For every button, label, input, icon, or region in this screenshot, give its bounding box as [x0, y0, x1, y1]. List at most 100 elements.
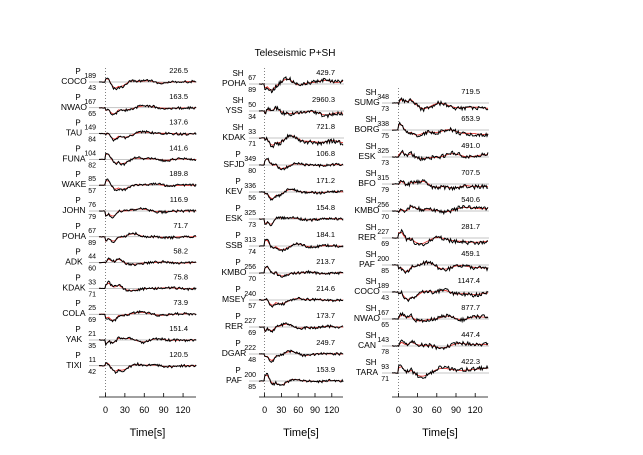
- distance-label: 69: [88, 317, 96, 324]
- azimuth-label: 167: [377, 310, 389, 317]
- time-tick-label: 0: [396, 405, 401, 415]
- observed-waveform: [98, 178, 197, 192]
- azimuth-label: 44: [88, 254, 96, 261]
- observed-waveform: [391, 287, 489, 303]
- phase-label: P: [75, 170, 80, 179]
- phase-label: SH: [365, 304, 376, 313]
- chart-title: Teleseismic P+SH: [255, 48, 336, 59]
- azimuth-label: 227: [244, 318, 256, 325]
- phase-label: P: [75, 248, 80, 257]
- observed-waveform: [259, 296, 344, 308]
- observed-waveform: [259, 133, 344, 149]
- azimuth-label: 149: [84, 125, 96, 132]
- amplitude-label: 75.8: [173, 272, 188, 281]
- azimuth-label: 76: [88, 202, 96, 209]
- azimuth-label: 11: [89, 357, 96, 364]
- station-label: KDAK: [222, 132, 245, 142]
- phase-label: SH: [365, 277, 376, 286]
- azimuth-label: 25: [88, 305, 96, 312]
- azimuth-label: 21: [88, 331, 96, 338]
- observed-waveform: [391, 311, 489, 324]
- phase-label: SH: [232, 69, 243, 78]
- amplitude-label: 877.7: [461, 303, 480, 312]
- azimuth-label: 313: [244, 237, 256, 244]
- station-label: WAKE: [62, 179, 87, 189]
- phase-label: SH: [365, 331, 376, 340]
- station-label: RER: [358, 232, 376, 242]
- synthetic-waveform: [99, 105, 197, 115]
- time-tick-label: 120: [468, 405, 483, 415]
- amplitude-label: 120.5: [169, 350, 188, 359]
- station-label: PAF: [226, 375, 242, 385]
- observed-waveform: [258, 157, 344, 171]
- distance-label: 48: [248, 357, 256, 364]
- phase-label: P: [235, 231, 240, 240]
- observed-waveform: [391, 228, 489, 247]
- station-label: NWAO: [354, 313, 381, 323]
- azimuth-label: 143: [377, 337, 389, 344]
- azimuth-label: 349: [244, 156, 256, 163]
- station-label: KMBO: [354, 205, 379, 215]
- station-label: DGAR: [222, 348, 247, 358]
- phase-label: SH: [365, 88, 376, 97]
- observed-waveform: [258, 105, 344, 119]
- observed-waveform: [98, 129, 197, 142]
- station-label: PAF: [359, 259, 375, 269]
- distance-label: 85: [381, 268, 389, 275]
- station-label: ESK: [225, 213, 242, 223]
- observed-waveform: [258, 322, 344, 334]
- amplitude-label: 653.9: [461, 114, 480, 123]
- time-tick-label: 60: [139, 405, 149, 415]
- observed-waveform: [258, 349, 343, 363]
- phase-label: P: [235, 366, 240, 375]
- azimuth-label: 325: [244, 210, 256, 217]
- station-label: YAK: [66, 334, 83, 344]
- station-label: COCO: [354, 286, 380, 296]
- station-label: TIXI: [66, 360, 82, 370]
- time-tick-label: 30: [413, 405, 423, 415]
- observed-waveform: [391, 364, 489, 379]
- station-label: SFJD: [223, 159, 244, 169]
- azimuth-label: 189: [377, 283, 389, 290]
- distance-label: 73: [381, 160, 389, 167]
- azimuth-label: 33: [88, 279, 96, 286]
- station-label: ESK: [358, 151, 375, 161]
- azimuth-label: 67: [88, 228, 96, 235]
- synthetic-waveform: [259, 240, 343, 250]
- amplitude-label: 707.5: [461, 168, 480, 177]
- observed-waveform: [258, 265, 344, 278]
- phase-label: P: [235, 177, 240, 186]
- observed-waveform: [391, 204, 489, 216]
- phase-label: P: [235, 312, 240, 321]
- time-tick-label: 30: [276, 405, 286, 415]
- amplitude-label: 73.9: [173, 298, 188, 307]
- azimuth-label: 104: [84, 150, 96, 157]
- amplitude-label: 1147.4: [458, 276, 480, 285]
- observed-waveform: [98, 77, 196, 91]
- station-label: KMBO: [221, 267, 246, 277]
- observed-waveform: [392, 339, 489, 351]
- distance-label: 79: [88, 214, 96, 221]
- phase-label: P: [75, 222, 80, 231]
- distance-label: 75: [381, 133, 389, 140]
- amplitude-label: 106.8: [316, 149, 335, 158]
- phase-label: P: [75, 196, 80, 205]
- observed-waveform: [98, 361, 197, 375]
- observed-waveform: [258, 238, 344, 253]
- phase-label: P: [75, 325, 80, 334]
- distance-label: 79: [381, 187, 389, 194]
- time-tick-label: 90: [451, 405, 461, 415]
- amplitude-label: 213.7: [316, 257, 335, 266]
- phase-label: P: [75, 144, 80, 153]
- amplitude-label: 58.2: [173, 247, 188, 256]
- azimuth-label: 67: [248, 75, 256, 82]
- phase-label: P: [75, 93, 80, 102]
- amplitude-label: 721.8: [316, 122, 335, 131]
- amplitude-label: 491.0: [461, 141, 480, 150]
- distance-label: 85: [248, 384, 256, 391]
- phase-label: P: [75, 119, 80, 128]
- azimuth-label: 256: [377, 202, 389, 209]
- azimuth-label: 315: [377, 175, 389, 182]
- time-tick-label: 90: [310, 405, 320, 415]
